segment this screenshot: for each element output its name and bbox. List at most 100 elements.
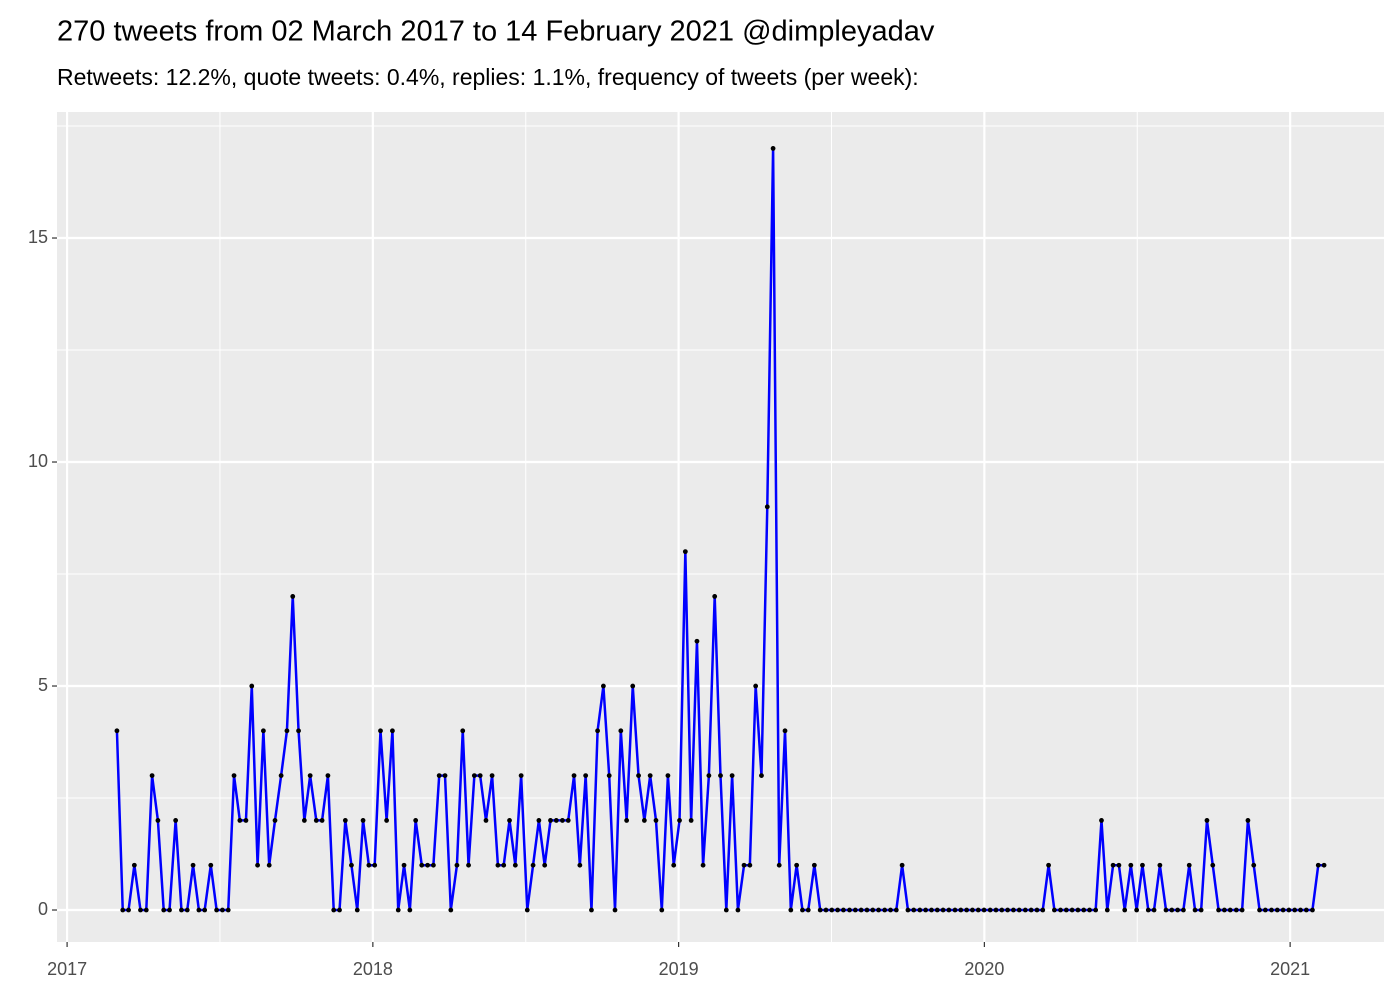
point [858,907,864,913]
point [741,862,747,868]
point [237,818,243,823]
point [882,907,888,913]
point [595,728,600,734]
point [1286,907,1292,913]
point [805,907,811,913]
point [1046,862,1051,868]
x-tick-label: 2021 [1270,959,1310,979]
point [1181,907,1186,913]
point [905,907,911,913]
point [530,862,536,868]
point [1075,907,1081,913]
point [788,907,794,913]
point [589,907,594,913]
point [266,862,272,868]
point [829,907,835,913]
x-tick-label: 2018 [353,959,393,979]
point [759,773,764,779]
point [372,862,378,868]
point [636,773,641,779]
point [483,818,489,823]
point [1104,907,1110,913]
point [688,818,694,823]
point [1016,907,1022,913]
point [782,728,788,734]
point [560,818,565,823]
point [1051,907,1057,913]
point [653,818,659,823]
point [395,907,401,913]
point [1204,818,1210,823]
point [548,818,553,823]
point [571,773,577,779]
point [501,862,507,868]
point [120,907,126,913]
point [196,907,202,913]
point [460,728,466,734]
point [1081,907,1087,913]
point [647,773,653,779]
point [981,907,987,913]
point [1303,907,1309,913]
point [477,773,483,779]
point [1110,862,1116,868]
point [366,862,372,868]
point [1192,907,1198,913]
y-tick-label: 5 [38,675,48,695]
point [1116,862,1122,868]
point [214,907,220,913]
y-tick-label: 10 [28,451,48,471]
point [729,773,735,779]
point [390,728,395,734]
point [296,728,301,734]
point [612,907,618,913]
point [800,907,805,913]
point [1298,907,1303,913]
point [753,683,759,689]
point [659,907,665,913]
point [565,818,571,823]
point [1034,907,1040,913]
point [817,907,823,913]
point [899,862,905,868]
point [1269,907,1274,913]
point [1216,907,1221,913]
point [893,907,899,913]
point [179,907,184,913]
point [190,862,196,868]
point [811,862,817,868]
point [876,907,881,913]
point [272,818,278,823]
point [507,818,512,823]
point [1274,907,1280,913]
point [870,907,876,913]
point [384,818,390,823]
point [706,773,712,779]
point [682,549,688,555]
point [1022,907,1028,913]
point [1221,907,1227,913]
point [1315,862,1321,868]
point [260,728,266,734]
point [489,773,495,779]
point [770,146,776,151]
point [835,907,841,913]
point [1239,907,1245,913]
point [536,818,542,823]
point [1157,862,1163,868]
point [524,907,530,913]
point [360,818,366,823]
point [723,907,729,913]
point [1245,818,1251,823]
point [167,907,172,913]
point [1058,907,1063,913]
point [606,773,612,779]
point [1011,907,1016,913]
point [1210,862,1216,868]
point [1128,862,1134,868]
point [917,907,923,913]
point [624,818,630,823]
y-tick-label: 0 [38,899,48,919]
